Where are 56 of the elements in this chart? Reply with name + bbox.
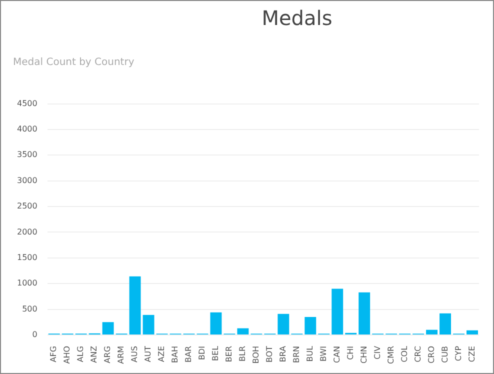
y-tick-label: 1500 bbox=[17, 252, 38, 262]
bar bbox=[210, 312, 222, 334]
x-tick-label: BRN bbox=[292, 346, 301, 363]
bar bbox=[440, 313, 452, 334]
y-tick-label: 0 bbox=[32, 330, 38, 340]
x-tick-label: CUB bbox=[440, 346, 450, 363]
y-tick-label: 500 bbox=[22, 304, 38, 314]
bar bbox=[129, 276, 141, 334]
x-tick-label: ALG bbox=[76, 346, 86, 362]
x-tick-label: AFG bbox=[49, 346, 58, 362]
x-tick-label: CYP bbox=[454, 346, 463, 362]
x-tick-label: COL bbox=[400, 345, 409, 362]
x-tick-label: BUL bbox=[305, 345, 314, 362]
x-tick-label: BEL bbox=[211, 345, 220, 361]
y-tick-label: 2500 bbox=[17, 202, 38, 211]
x-tick-label: CMR bbox=[386, 346, 396, 364]
x-tick-label: ANZ bbox=[90, 345, 99, 363]
x-tick-label: BDI bbox=[198, 346, 207, 360]
bar bbox=[304, 316, 316, 334]
x-tick-label: BRA bbox=[278, 345, 288, 362]
x-tick-label: CIV bbox=[372, 345, 382, 360]
bar bbox=[278, 314, 290, 334]
x-tick-label: BOT bbox=[265, 346, 274, 362]
y-tick-label: 1000 bbox=[17, 278, 38, 288]
bar bbox=[102, 322, 114, 334]
bar bbox=[426, 330, 438, 334]
y-tick-label: 3000 bbox=[17, 176, 38, 185]
x-tick-label: BAH bbox=[170, 346, 180, 363]
x-tick-label: BLR bbox=[238, 346, 248, 362]
x-tick-label: CHI bbox=[346, 346, 355, 360]
x-tick-label: ARG bbox=[103, 346, 112, 364]
bar bbox=[466, 330, 478, 334]
y-tick-label: 3500 bbox=[17, 150, 38, 160]
y-tick-label: 2000 bbox=[17, 227, 38, 236]
bar bbox=[332, 288, 344, 334]
x-tick-label: BWI bbox=[318, 346, 328, 362]
y-tick-label: 4500 bbox=[17, 98, 38, 108]
x-tick-label: AHO bbox=[62, 346, 72, 364]
bar bbox=[237, 328, 249, 334]
x-tick-label: AZE bbox=[157, 346, 166, 362]
x-tick-label: CAN bbox=[332, 346, 342, 363]
x-tick-label: CRC bbox=[413, 346, 422, 362]
x-tick-label: BER bbox=[224, 346, 234, 362]
x-tick-label: CZE bbox=[467, 346, 476, 362]
chart-subtitle: Medal Count by Country bbox=[13, 57, 134, 68]
chart-title: Medals bbox=[260, 6, 334, 30]
x-tick-label: ARM bbox=[116, 346, 126, 364]
x-tick-label: CRO bbox=[426, 346, 436, 364]
bar bbox=[142, 314, 154, 334]
x-tick-label: CHN bbox=[359, 346, 368, 364]
x-tick-label: BOH bbox=[252, 346, 261, 364]
x-tick-label: AUT bbox=[144, 346, 153, 362]
bar bbox=[358, 292, 370, 334]
x-tick-label: AUS bbox=[130, 346, 140, 362]
x-tick-label: BAR bbox=[184, 346, 194, 362]
y-tick-label: 4000 bbox=[17, 124, 38, 134]
